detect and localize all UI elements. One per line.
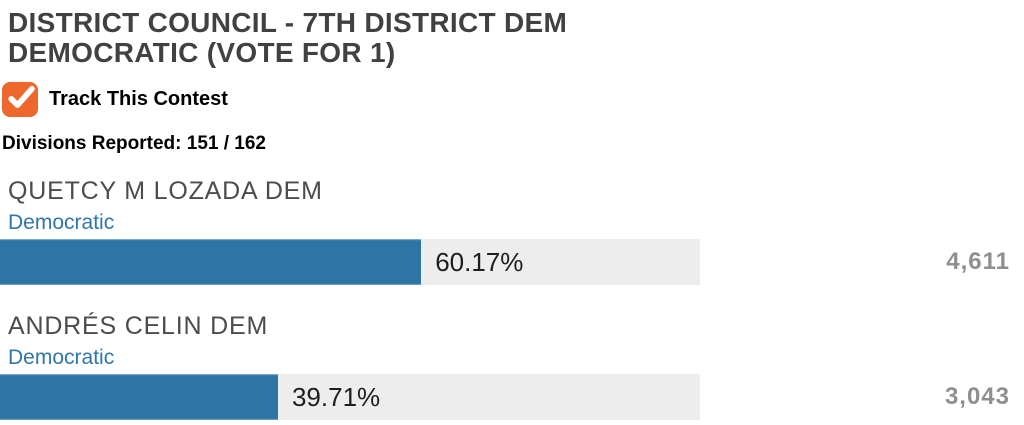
result-bar-fill bbox=[0, 239, 422, 285]
result-bar-track: 60.17% bbox=[0, 239, 700, 285]
track-contest-label[interactable]: Track This Contest bbox=[49, 88, 228, 110]
divisions-reported: Divisions Reported: 151 / 162 bbox=[2, 133, 266, 154]
candidate-row: QUETCY M LOZADA DEM Democratic 60.17% 4,… bbox=[0, 178, 1024, 285]
result-bar-row: 60.17% 4,611 bbox=[0, 239, 1024, 285]
candidate-row: ANDRÉS CELIN DEM Democratic 39.71% 3,043 bbox=[0, 313, 1024, 420]
page-title: DISTRICT COUNCIL - 7TH DISTRICT DEM DEMO… bbox=[8, 8, 728, 68]
page-title-line1: DISTRICT COUNCIL - 7TH DISTRICT DEM bbox=[8, 7, 568, 38]
checkmark-icon bbox=[5, 85, 35, 115]
result-bar-track: 39.71% bbox=[0, 374, 700, 420]
percent-label: 60.17% bbox=[435, 246, 524, 277]
candidate-party-link[interactable]: Democratic bbox=[8, 346, 115, 369]
page-title-line2: DEMOCRATIC (VOTE FOR 1) bbox=[8, 37, 396, 68]
result-bar-fill bbox=[0, 374, 278, 420]
results-list: QUETCY M LOZADA DEM Democratic 60.17% 4,… bbox=[0, 178, 1024, 420]
track-contest-checkbox[interactable] bbox=[2, 82, 38, 117]
vote-total: 4,611 bbox=[946, 248, 1010, 275]
vote-total: 3,043 bbox=[944, 383, 1010, 410]
candidate-name: QUETCY M LOZADA DEM bbox=[8, 177, 323, 205]
track-contest-row: Track This Contest bbox=[2, 82, 1024, 117]
candidate-party-link[interactable]: Democratic bbox=[8, 211, 115, 234]
candidate-name: ANDRÉS CELIN DEM bbox=[8, 312, 269, 340]
contest-header: DISTRICT COUNCIL - 7TH DISTRICT DEM DEMO… bbox=[0, 8, 1024, 155]
percent-label: 39.71% bbox=[291, 381, 381, 412]
result-bar-row: 39.71% 3,043 bbox=[0, 374, 1024, 420]
